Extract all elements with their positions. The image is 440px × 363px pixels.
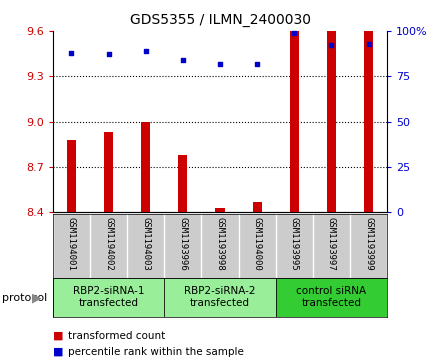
Text: control siRNA
transfected: control siRNA transfected <box>297 286 367 308</box>
Text: GSM1194001: GSM1194001 <box>67 217 76 271</box>
Text: GSM1194000: GSM1194000 <box>253 217 262 271</box>
Bar <box>253 202 262 212</box>
Bar <box>164 278 276 317</box>
Bar <box>67 140 76 212</box>
Point <box>68 50 75 56</box>
Text: percentile rank within the sample: percentile rank within the sample <box>68 347 244 357</box>
Point <box>180 57 187 63</box>
Bar <box>276 278 387 317</box>
Text: GSM1193997: GSM1193997 <box>327 217 336 271</box>
Text: GSM1193998: GSM1193998 <box>216 217 224 271</box>
Bar <box>364 31 373 212</box>
Text: GSM1193995: GSM1193995 <box>290 217 299 271</box>
Text: GSM1193999: GSM1193999 <box>364 217 373 271</box>
Text: protocol: protocol <box>2 293 48 303</box>
Text: ▶: ▶ <box>32 292 41 305</box>
Point <box>328 42 335 48</box>
Point <box>216 61 224 66</box>
Bar <box>178 155 187 212</box>
Bar <box>215 208 225 212</box>
Bar <box>141 122 150 212</box>
Text: GSM1194003: GSM1194003 <box>141 217 150 271</box>
Text: GSM1194002: GSM1194002 <box>104 217 113 271</box>
Text: transformed count: transformed count <box>68 331 165 341</box>
Point <box>365 41 372 46</box>
Point <box>142 48 149 54</box>
Point <box>291 30 298 36</box>
Bar <box>290 31 299 212</box>
Text: ■: ■ <box>53 331 63 341</box>
Text: RBP2-siRNA-2
transfected: RBP2-siRNA-2 transfected <box>184 286 256 308</box>
Text: RBP2-siRNA-1
transfected: RBP2-siRNA-1 transfected <box>73 286 144 308</box>
Bar <box>327 31 336 212</box>
Point <box>105 52 112 57</box>
Bar <box>104 132 113 212</box>
Title: GDS5355 / ILMN_2400030: GDS5355 / ILMN_2400030 <box>129 13 311 27</box>
Text: GSM1193996: GSM1193996 <box>178 217 187 271</box>
Text: ■: ■ <box>53 347 63 357</box>
Bar <box>53 278 164 317</box>
Point <box>253 61 260 66</box>
